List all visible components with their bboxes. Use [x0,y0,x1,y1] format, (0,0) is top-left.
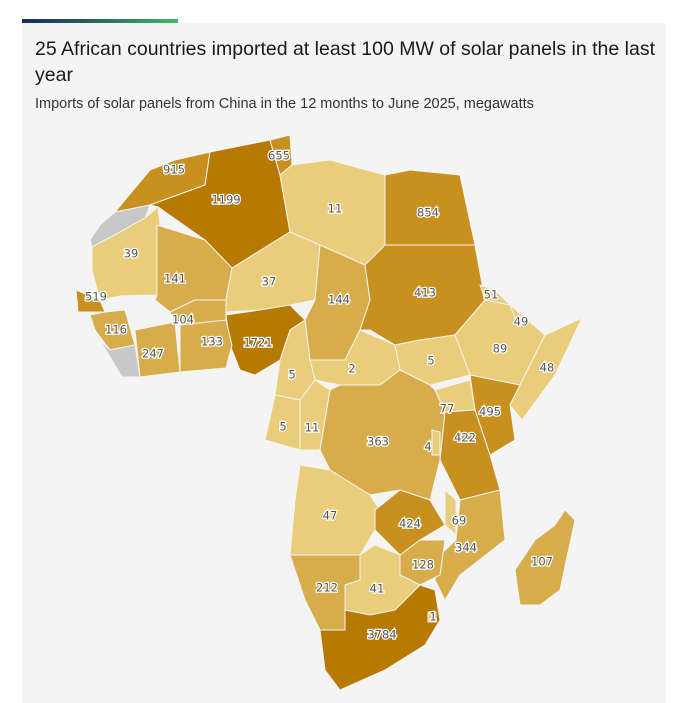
value-label-niger: 37 [262,275,277,289]
country-liberia-sierra[interactable] [99,339,141,378]
value-label-madagascar: 107 [531,555,553,569]
value-label-botswana: 41 [370,582,385,596]
value-label-malawi: 69 [452,514,467,528]
value-label-drc: 363 [367,435,389,449]
value-label-gabon: 5 [279,420,286,434]
value-label-mali: 141 [164,272,186,286]
value-label-morocco: 915 [163,163,185,177]
value-label-libya: 11 [328,202,343,216]
value-label-rwanda-burundi: 4 [424,440,431,454]
value-label-angola: 47 [323,509,338,523]
country-malawi[interactable] [444,488,457,537]
value-label-tanzania: 422 [454,431,476,445]
value-label-uganda: 77 [440,402,455,416]
value-label-cote-divoire: 247 [142,347,164,361]
value-label-algeria: 1199 [211,193,240,207]
country-mozambique[interactable] [434,489,506,602]
value-label-nigeria: 1721 [243,336,272,350]
value-label-burkina: 104 [172,313,194,327]
value-label-sudan: 413 [414,286,436,300]
value-label-eritrea: 51 [484,288,499,302]
value-label-mauritania: 39 [124,247,139,261]
value-label-chad: 144 [328,293,350,307]
country-zambia[interactable] [374,489,446,556]
country-ghana-togo-benin[interactable] [179,319,233,373]
country-nigeria[interactable] [225,304,306,376]
country-madagascar[interactable] [514,509,576,606]
country-south-africa[interactable] [319,584,441,691]
value-label-south-africa: 3784 [367,628,396,642]
value-label-guinea: 116 [105,323,127,337]
value-label-ghana-togo-benin: 133 [201,335,223,349]
accent-bar [22,19,178,23]
value-label-zimbabwe: 128 [412,558,434,572]
value-label-djibouti: 49 [514,315,529,329]
chart-title: 25 African countries imported at least 1… [35,38,655,86]
country-rwanda-burundi[interactable] [431,429,441,456]
value-label-kenya: 495 [479,405,501,419]
value-label-zambia: 424 [399,517,421,531]
value-label-south-sudan: 5 [427,354,434,368]
country-eswatini[interactable] [427,611,437,623]
country-egypt[interactable] [384,169,476,246]
chart-subtitle: Imports of solar panels from China in th… [35,96,534,112]
value-label-namibia: 212 [316,581,338,595]
value-label-eswatini: 1 [429,610,436,624]
value-label-tunisia: 655 [268,149,290,163]
value-label-cameroon: 5 [288,368,295,382]
value-label-car: 2 [348,362,355,376]
value-label-egypt: 854 [417,206,439,220]
value-label-congo: 11 [305,421,320,435]
value-label-mozambique: 344 [455,541,477,555]
value-label-ethiopia: 89 [493,342,508,356]
value-label-somalia: 48 [540,361,555,375]
country-djibouti[interactable] [509,304,526,326]
value-label-senegal: 519 [85,290,107,304]
